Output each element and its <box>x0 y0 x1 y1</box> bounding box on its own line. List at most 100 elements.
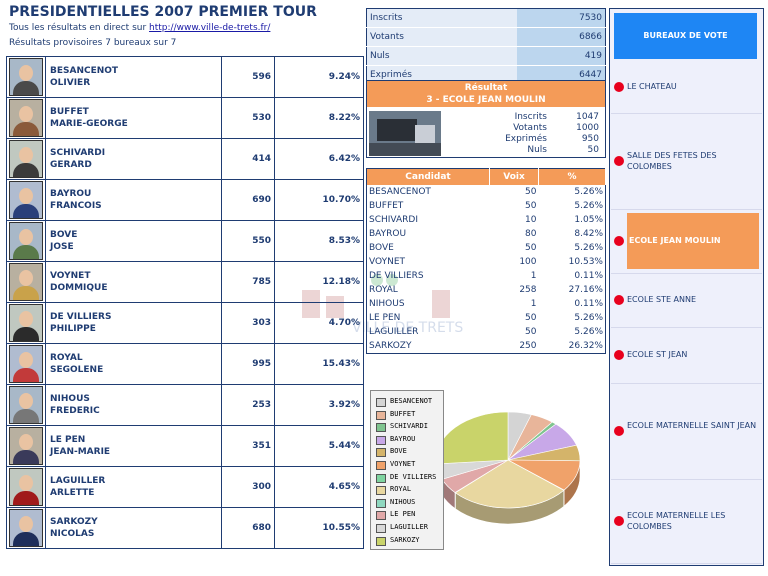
legend-item: DE VILLIERS <box>371 471 443 484</box>
detail-voix: 250 <box>519 341 537 351</box>
result-box: Résultat 3 - ECOLE JEAN MOULIN Inscrits 1… <box>366 80 606 158</box>
pie-slice-royal <box>454 459 565 509</box>
detail-voix: 10 <box>525 215 537 225</box>
detail-candidate: BOVE <box>369 243 394 253</box>
candidate-votes: 530 <box>221 97 275 139</box>
site-link[interactable]: http://www.ville-de-trets.fr/ <box>149 23 271 33</box>
candidate-name: ROYAL SEGOLENE <box>45 343 222 385</box>
candidate-photo-cell <box>6 261 46 303</box>
stat-row: Inscrits 7530 <box>366 8 606 28</box>
detail-voix: 50 <box>525 243 537 253</box>
candidate-photo <box>9 427 43 465</box>
result-row: Exprimés 950 <box>477 134 603 144</box>
photo-shoulders <box>13 532 39 546</box>
col-candidat: Candidat <box>366 168 490 185</box>
result-label: Nuls <box>527 145 547 155</box>
candidate-row: BESANCENOT OLIVIER 596 9.24% <box>6 56 364 98</box>
candidate-photo-cell <box>6 56 46 98</box>
photo-shoulders <box>13 122 39 136</box>
candidate-percent: 6.42% <box>274 138 364 180</box>
chart-legend: BESANCENOT BUFFET SCHIVARDI BAYROU BOVE VOYNE… <box>370 390 444 550</box>
candidate-firstname: OLIVIER <box>50 78 91 88</box>
photo-head <box>19 106 33 122</box>
legend-item: VOYNET <box>371 458 443 471</box>
bureau-item[interactable]: ECOLE JEAN MOULIN <box>611 209 762 274</box>
detail-pct: 5.26% <box>574 327 603 337</box>
detail-candidate: DE VILLIERS <box>369 271 424 281</box>
candidate-photo-cell <box>6 343 46 385</box>
legend-swatch <box>376 486 386 496</box>
detail-row: NIHOUS 1 0.11% <box>367 297 606 311</box>
result-label: Votants <box>513 123 547 133</box>
candidate-name: DE VILLIERS PHILIPPE <box>45 302 222 344</box>
detail-row: SCHIVARDI 10 1.05% <box>367 213 606 227</box>
candidate-firstname: ARLETTE <box>50 488 95 498</box>
candidate-name: VOYNET DOMMIQUE <box>45 261 222 303</box>
detail-voix: 258 <box>519 285 537 295</box>
legend-label: BUFFET <box>390 409 416 418</box>
legend-swatch <box>376 435 386 445</box>
candidate-row: SCHIVARDI GERARD 414 6.42% <box>6 138 364 180</box>
candidate-photo-cell <box>6 425 46 467</box>
bureaux-title: BUREAUX DE VOTE <box>614 13 757 59</box>
legend-label: SCHIVARDI <box>390 422 428 431</box>
stat-label: Votants <box>366 27 517 47</box>
photo-head <box>19 434 33 450</box>
candidate-photo-cell <box>6 220 46 262</box>
candidate-lastname: LE PEN <box>50 435 86 445</box>
stat-value: 7530 <box>517 8 606 28</box>
legend-label: BAYROU <box>390 434 416 443</box>
bureau-item[interactable]: ECOLE ST JEAN <box>611 327 762 384</box>
detail-pct: 5.26% <box>574 243 603 253</box>
candidate-percent: 3.92% <box>274 384 364 426</box>
bureau-marker-icon <box>614 156 624 166</box>
stats-table: Inscrits 7530 Votants 6866 Nuls 419 Exprimés 64… <box>366 8 606 85</box>
detail-voix: 50 <box>525 327 537 337</box>
photo-head <box>19 352 33 368</box>
candidate-name: SARKOZY NICOLAS <box>45 507 222 549</box>
bureau-highlight <box>627 213 759 269</box>
candidate-percent: 12.18% <box>274 261 364 303</box>
detail-voix: 50 <box>525 187 537 197</box>
photo-head <box>19 270 33 286</box>
candidate-photo <box>9 386 43 424</box>
detail-candidate: SCHIVARDI <box>369 215 418 225</box>
bureau-marker-icon <box>614 295 624 305</box>
candidate-name: NIHOUS FREDERIC <box>45 384 222 426</box>
legend-label: DE VILLIERS <box>390 472 437 481</box>
bureau-marker-icon <box>614 82 624 92</box>
candidate-name: BOVE JOSE <box>45 220 222 262</box>
bureau-item[interactable]: SALLE DES FETES DES COLOMBES <box>611 113 762 210</box>
candidate-row: NIHOUS FREDERIC 253 3.92% <box>6 384 364 426</box>
detail-voix: 1 <box>530 299 537 309</box>
candidate-photo-cell <box>6 179 46 221</box>
legend-swatch <box>376 410 386 420</box>
stat-label: Nuls <box>366 46 517 66</box>
legend-swatch <box>376 398 386 407</box>
subtitle-prefix: Tous les résultats en direct sur <box>9 23 147 33</box>
bureau-item[interactable]: ECOLE MATERNELLE SAINT JEAN <box>611 383 762 480</box>
bureau-label: ECOLE STE ANNE <box>627 295 697 304</box>
bureau-item[interactable]: ECOLE MATERNELLE LES COLOMBES <box>611 479 762 564</box>
candidate-percent: 5.44% <box>274 425 364 467</box>
legend-label: BESANCENOT <box>390 397 433 405</box>
candidate-votes: 550 <box>221 220 275 262</box>
candidate-lastname: BESANCENOT <box>50 66 119 76</box>
detail-pct: 27.16% <box>568 285 603 295</box>
detail-pct: 8.42% <box>574 229 603 239</box>
candidate-row: LAGUILLER ARLETTE 300 4.65% <box>6 466 364 508</box>
photo-shoulders <box>13 409 39 423</box>
detail-pct: 26.32% <box>568 341 603 351</box>
bureau-item[interactable]: ECOLE STE ANNE <box>611 273 762 328</box>
candidate-photo <box>9 99 43 137</box>
candidate-row: BAYROU FRANCOIS 690 10.70% <box>6 179 364 221</box>
result-row: Nuls 50 <box>477 145 603 155</box>
bureau-item[interactable]: LE CHATEAU <box>611 61 762 114</box>
bureau-label: LE CHATEAU <box>627 82 677 91</box>
subtitle: Tous les résultats en direct sur http://… <box>9 23 270 33</box>
legend-label: SARKOZY <box>390 535 420 544</box>
detail-row: BUFFET 50 5.26% <box>367 199 606 213</box>
legend-item: BESANCENOT <box>371 395 443 408</box>
legend-label: LE PEN <box>390 510 416 519</box>
detail-pct: 5.26% <box>574 201 603 211</box>
